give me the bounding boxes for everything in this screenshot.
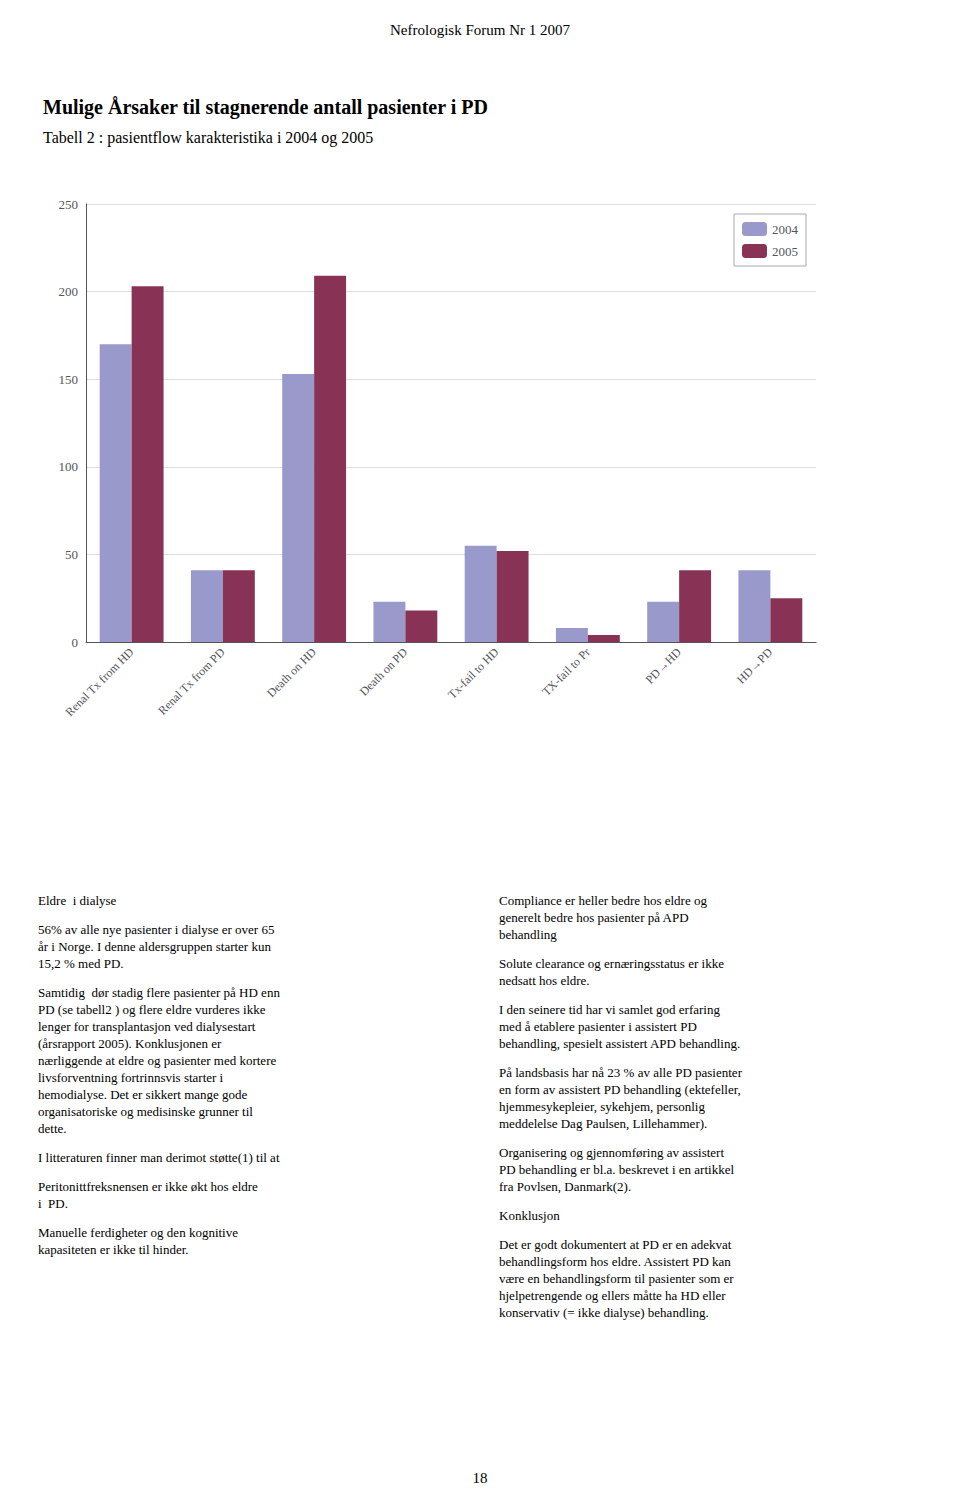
svg-text:Manuelle ferdigheter og den ko: Manuelle ferdigheter og den kognitive — [38, 1225, 238, 1240]
svg-text:56% av alle nye pasienter i di: 56% av alle nye pasienter i dialyse er o… — [38, 922, 274, 937]
svg-text:I litteraturen finner man deri: I litteraturen finner man derimot støtte… — [38, 1150, 280, 1165]
svg-text:Renal Tx from PD: Renal Tx from PD — [155, 645, 228, 718]
svg-text:i PD.: i PD. — [38, 1196, 68, 1211]
svg-text:50: 50 — [65, 547, 78, 562]
svg-text:2005: 2005 — [772, 244, 798, 259]
svg-text:Mulige Årsaker til stagnerende: Mulige Årsaker til stagnerende antall pa… — [43, 96, 488, 119]
svg-text:Tabell 2 : pasientflow karakte: Tabell 2 : pasientflow karakteristika i … — [43, 129, 373, 147]
svg-text:2004: 2004 — [772, 222, 799, 237]
svg-text:Compliance er heller bedre hos: Compliance er heller bedre hos eldre og — [499, 893, 707, 908]
svg-text:kapasiteten er ikke til hinder: kapasiteten er ikke til hinder. — [38, 1242, 189, 1257]
svg-text:dette.: dette. — [38, 1121, 67, 1136]
svg-text:18: 18 — [473, 1470, 488, 1486]
svg-text:PD (se tabell2 ) og flere eldr: PD (se tabell2 ) og flere eldre vurderes… — [38, 1002, 266, 1017]
svg-text:Samtidig dør stadig flere pas: Samtidig dør stadig flere pasienter på H… — [38, 985, 280, 1000]
svg-text:behandling, spesielt assistert: behandling, spesielt assistert APD behan… — [499, 1036, 740, 1051]
svg-text:250: 250 — [59, 197, 79, 212]
svg-text:en form av assistert PD behand: en form av assistert PD behandling (ekte… — [499, 1082, 741, 1097]
svg-text:Tx-fail to HD: Tx-fail to HD — [445, 645, 502, 702]
svg-text:HD→PD: HD→PD — [734, 645, 776, 687]
svg-text:være en behandlingsform til pa: være en behandlingsform til pasienter so… — [499, 1271, 734, 1286]
svg-text:hemodialyse. Det er sikkert ma: hemodialyse. Det er sikkert mange gode — [38, 1087, 248, 1102]
svg-text:TX-fail to Pr: TX-fail to Pr — [539, 645, 593, 699]
svg-text:På landsbasis har nå 23 % av a: På landsbasis har nå 23 % av alle PD pas… — [499, 1065, 743, 1080]
svg-text:behandlingsform hos eldre. Ass: behandlingsform hos eldre. Assistert PD … — [499, 1254, 731, 1269]
svg-text:PD behandling er bl.a. beskrev: PD behandling er bl.a. beskrevet i en ar… — [499, 1162, 734, 1177]
svg-text:15,2 % med PD.: 15,2 % med PD. — [38, 956, 124, 971]
svg-text:meddelelse Dag Paulsen, Lilleh: meddelelse Dag Paulsen, Lillehammer). — [499, 1116, 707, 1131]
svg-text:livsforventning fortrinnsvis s: livsforventning fortrinnsvis starter i — [38, 1070, 224, 1085]
svg-text:nærliggende at eldre og pasien: nærliggende at eldre og pasienter med ko… — [38, 1053, 276, 1068]
svg-text:0: 0 — [72, 635, 79, 650]
svg-text:Det er godt dokumentert at PD: Det er godt dokumentert at PD er en adek… — [499, 1237, 732, 1252]
svg-text:Eldre i dialyse: Eldre i dialyse — [38, 893, 117, 908]
svg-text:150: 150 — [59, 372, 79, 387]
svg-text:PD→HD: PD→HD — [643, 645, 685, 687]
svg-text:lenger for transplantasjon ved: lenger for transplantasjon ved dialysest… — [38, 1019, 256, 1034]
svg-text:200: 200 — [59, 284, 79, 299]
svg-text:Death on HD: Death on HD — [264, 645, 319, 700]
svg-text:nedsatt hos eldre.: nedsatt hos eldre. — [499, 973, 590, 988]
svg-text:100: 100 — [59, 459, 79, 474]
svg-text:I den seinere tid har vi samle: I den seinere tid har vi samlet god erfa… — [499, 1002, 720, 1017]
svg-text:generelt bedre hos pasienter p: generelt bedre hos pasienter på APD — [499, 910, 689, 925]
svg-text:Organisering og gjennomføring: Organisering og gjennomføring av assiste… — [499, 1145, 724, 1160]
svg-text:Konklusjon: Konklusjon — [499, 1208, 560, 1223]
svg-text:hjelpetrengende og ellers mått: hjelpetrengende og ellers måtte ha HD el… — [499, 1288, 726, 1303]
svg-text:hjemmesykepleier, sykehjem, pe: hjemmesykepleier, sykehjem, personlig — [499, 1099, 705, 1114]
svg-text:Solute clearance og ernæringss: Solute clearance og ernæringsstatus er i… — [499, 956, 724, 971]
svg-text:(årsrapport 2005). Konklusjone: (årsrapport 2005). Konklusjonen er — [38, 1036, 222, 1051]
svg-text:Death on PD: Death on PD — [357, 645, 411, 699]
svg-text:Renal Tx from HD: Renal Tx from HD — [63, 645, 137, 719]
svg-text:fra Povlsen, Danmark(2).: fra Povlsen, Danmark(2). — [499, 1179, 631, 1194]
svg-text:Nefrologisk Forum Nr 1 2007: Nefrologisk Forum Nr 1 2007 — [390, 22, 570, 38]
svg-text:år i Norge. I denne aldersgrup: år i Norge. I denne aldersgruppen starte… — [38, 939, 271, 954]
svg-text:behandling: behandling — [499, 927, 557, 942]
svg-text:Peritonittfreksnensen er ikke: Peritonittfreksnensen er ikke økt hos el… — [38, 1179, 258, 1194]
svg-text:med å etablere pasienter i ass: med å etablere pasienter i assistert PD — [499, 1019, 697, 1034]
svg-text:organisatoriske og medisinske: organisatoriske og medisinske grunner ti… — [38, 1104, 253, 1119]
svg-text:konservativ (= ikke dialyse) b: konservativ (= ikke dialyse) behandling. — [499, 1305, 709, 1320]
